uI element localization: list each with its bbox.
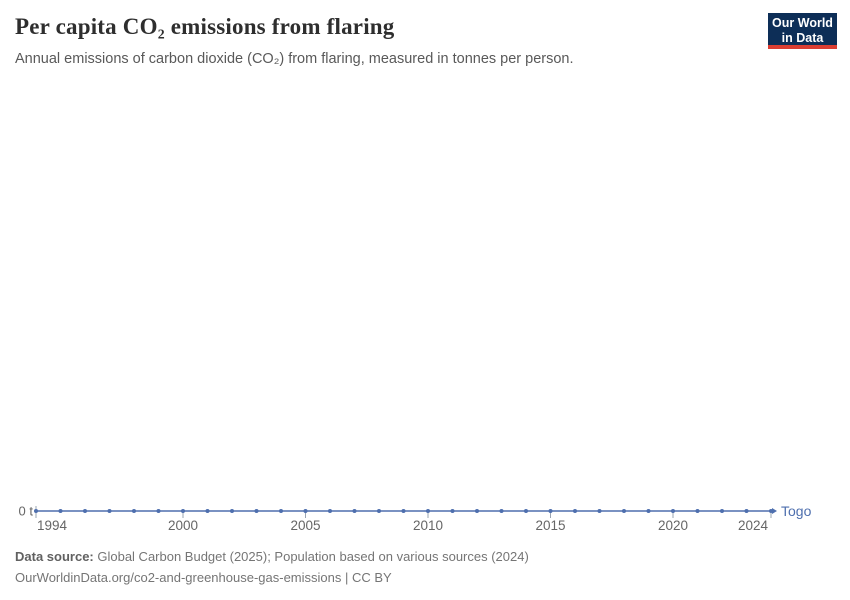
data-point-marker[interactable] [205,509,210,513]
data-point-marker[interactable] [548,509,553,513]
data-point-marker[interactable] [499,509,504,513]
chart-title: Per capita CO₂ emissions from flaring [15,14,395,39]
data-point-marker[interactable] [181,509,185,513]
data-point-marker[interactable] [401,509,406,513]
data-point-marker[interactable] [107,509,112,513]
datasource-text: Global Carbon Budget (2025); Population … [93,549,529,564]
data-point-marker[interactable] [132,509,136,513]
data-point-marker[interactable] [83,509,87,513]
line-end-arrow-icon [772,508,777,514]
data-point-marker[interactable] [377,509,381,513]
data-point-marker[interactable] [450,509,455,513]
datasource-line: Data source: Global Carbon Budget (2025)… [15,549,529,564]
data-point-marker[interactable] [744,509,749,513]
citation-line: OurWorldinData.org/co2-and-greenhouse-ga… [15,567,529,588]
data-point-marker[interactable] [58,509,63,513]
data-point-marker[interactable] [573,509,577,513]
owid-logo-line2: in Data [781,31,824,45]
data-point-marker[interactable] [475,509,479,513]
data-point-marker[interactable] [646,509,651,513]
data-point-marker[interactable] [279,509,283,513]
data-point-marker[interactable] [230,509,234,513]
data-point-marker[interactable] [720,509,724,513]
data-point-marker[interactable] [328,509,332,513]
data-point-marker[interactable] [352,509,357,513]
datasource-label: Data source: [15,549,94,564]
x-axis-label-2010: 2010 [413,518,443,533]
data-point-marker[interactable] [524,509,528,513]
chart-footer: Data source: Global Carbon Budget (2025)… [15,546,529,588]
data-point-marker[interactable] [622,509,626,513]
data-point-marker[interactable] [156,509,161,513]
y-axis-zero-label: 0 t [19,504,34,519]
x-axis-label-1994: 1994 [37,518,68,533]
data-point-marker[interactable] [695,509,700,513]
owid-logo-line1: Our World [772,16,833,30]
data-point-marker[interactable] [426,509,430,513]
data-point-marker[interactable] [671,509,675,513]
chart-subtitle: Annual emissions of carbon dioxide (CO₂)… [15,51,574,67]
x-axis-label-2000: 2000 [168,518,198,533]
owid-logo[interactable]: Our World in Data [768,13,837,49]
data-point-marker[interactable] [254,509,259,513]
data-point-marker[interactable] [34,509,38,513]
citation-link[interactable]: OurWorldinData.org/co2-and-greenhouse-ga… [15,570,392,585]
x-axis-label-2005: 2005 [290,518,320,533]
data-point-marker[interactable] [597,509,602,513]
x-axis-label-2015: 2015 [535,518,565,533]
data-point-marker[interactable] [303,509,308,513]
x-axis-label-2020: 2020 [658,518,688,533]
series-label-togo[interactable]: Togo [781,503,812,519]
x-axis-label-2024: 2024 [738,518,769,533]
